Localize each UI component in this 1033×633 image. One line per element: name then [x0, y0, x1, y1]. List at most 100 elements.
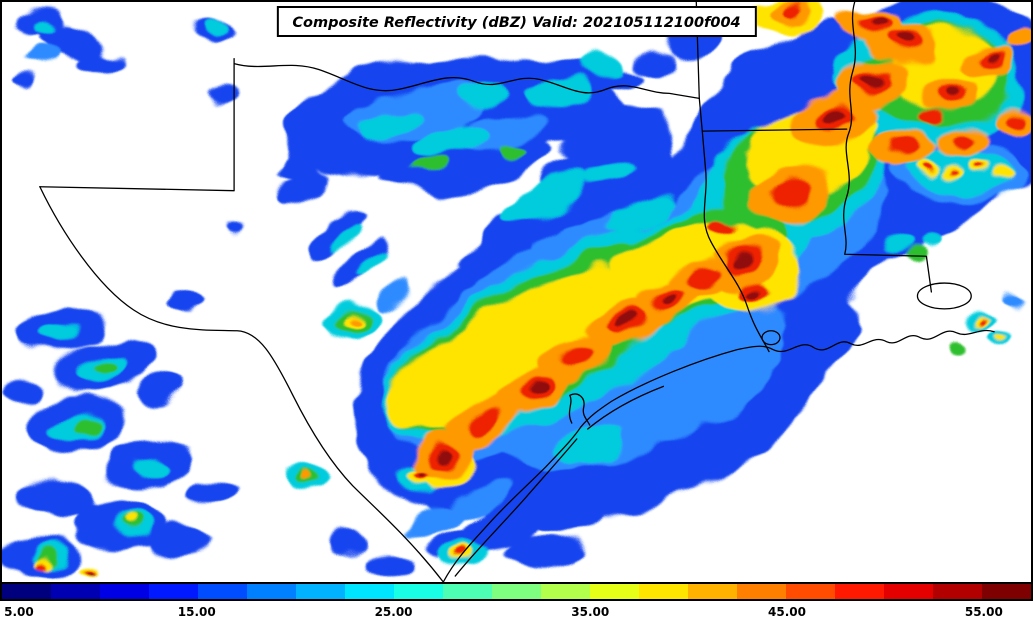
colorbar-segment — [149, 584, 198, 599]
colorbar-tick-label: 15.00 — [177, 605, 216, 619]
radar-echo — [499, 175, 591, 226]
boundary-line — [843, 2, 933, 293]
radar-echo — [410, 157, 451, 174]
state-boundaries — [39, 2, 995, 582]
radar-echo — [634, 51, 675, 72]
colorbar-segment — [296, 584, 345, 599]
radar-echo — [687, 265, 716, 288]
radar-echo — [976, 162, 987, 169]
boundary-line — [587, 385, 665, 430]
colorbar-segment — [982, 584, 1031, 599]
colorbar-segment — [198, 584, 247, 599]
radar-echo — [524, 503, 595, 534]
radar-echo — [330, 223, 361, 248]
radar-echoes — [2, 2, 1031, 576]
radar-echo — [904, 245, 929, 260]
radar-echo — [659, 291, 676, 303]
boundary-line — [442, 329, 995, 582]
radar-echo — [187, 477, 232, 504]
colorbar-segment — [835, 584, 884, 599]
radar-echo — [325, 533, 366, 554]
colorbar-segment — [884, 584, 933, 599]
radar-echo — [456, 505, 544, 551]
radar-echo — [33, 17, 54, 30]
radar-echo — [882, 229, 915, 248]
radar-echo — [729, 251, 749, 264]
colorbar-segment — [100, 584, 149, 599]
radar-echo — [505, 537, 585, 570]
colorbar-segment — [492, 584, 541, 599]
radar-echo — [919, 110, 942, 125]
colorbar-segment — [639, 584, 688, 599]
colorbar-segment — [933, 584, 982, 599]
colorbar-segment — [51, 584, 100, 599]
colorbar — [0, 584, 1033, 601]
radar-echo — [923, 234, 944, 247]
radar-echo — [609, 458, 690, 499]
radar-echo — [221, 224, 242, 237]
colorbar-segment — [2, 584, 51, 599]
radar-echo — [994, 166, 1013, 179]
radar-echo — [306, 207, 366, 254]
radar-map — [2, 2, 1031, 582]
radar-echo — [773, 180, 809, 207]
radar-echo — [492, 287, 787, 472]
radar-echo — [18, 478, 95, 519]
map-title: Composite Reflectivity (dBZ) Valid: 2021… — [292, 15, 741, 31]
radar-echo — [3, 377, 44, 402]
radar-echo — [825, 108, 847, 124]
radar-echo — [1001, 112, 1024, 127]
radar-echo — [947, 341, 966, 354]
radar-echo — [91, 358, 116, 373]
radar-echo — [1003, 293, 1024, 306]
radar-echo — [562, 346, 591, 369]
radar-echo — [946, 84, 963, 95]
radar-echo — [785, 5, 806, 18]
colorbar-tick-label: 35.00 — [571, 605, 610, 619]
radar-echo — [406, 501, 464, 536]
radar-echo — [131, 456, 168, 477]
radar-echo — [893, 31, 914, 44]
radar-echo — [211, 89, 236, 104]
boundary-line — [233, 62, 700, 99]
radar-echo — [285, 127, 357, 175]
radar-echo — [524, 76, 595, 107]
radar-echo — [616, 314, 637, 329]
radar-echo — [357, 258, 384, 279]
radar-echo — [76, 419, 103, 436]
radar-echo — [451, 482, 509, 516]
radar-echo — [986, 53, 1001, 62]
radar-echo — [23, 44, 60, 63]
radar-echo — [892, 138, 919, 156]
colorbar-segment — [247, 584, 296, 599]
colorbar-tick-label: 55.00 — [964, 605, 1003, 619]
radar-echo — [522, 379, 542, 394]
radar-echo — [921, 166, 934, 175]
radar-echo — [712, 217, 737, 234]
boundary-line — [568, 393, 591, 426]
radar-echo — [753, 286, 768, 296]
radar-echo — [365, 551, 416, 576]
boundary-line — [39, 186, 444, 582]
colorbar-segment — [590, 584, 639, 599]
radar-echo — [202, 18, 231, 35]
radar-echo — [147, 524, 212, 557]
radar-echo — [531, 225, 589, 256]
radar-echo — [949, 134, 974, 150]
radar-echo — [390, 270, 640, 429]
radar-echo — [85, 568, 92, 573]
radar-echo — [168, 290, 205, 310]
boundary-line — [39, 57, 235, 192]
radar-echo — [434, 449, 452, 463]
radar-echo — [607, 197, 672, 234]
colorbar-tick-label: 45.00 — [768, 605, 807, 619]
radar-echo — [1006, 31, 1031, 52]
radar-map-area — [0, 0, 1033, 584]
colorbar-segment — [345, 584, 394, 599]
boundary-line — [916, 282, 972, 310]
radar-echo — [299, 473, 312, 482]
colorbar-segment — [394, 584, 443, 599]
radar-echo — [949, 169, 960, 176]
colorbar-segment — [541, 584, 590, 599]
